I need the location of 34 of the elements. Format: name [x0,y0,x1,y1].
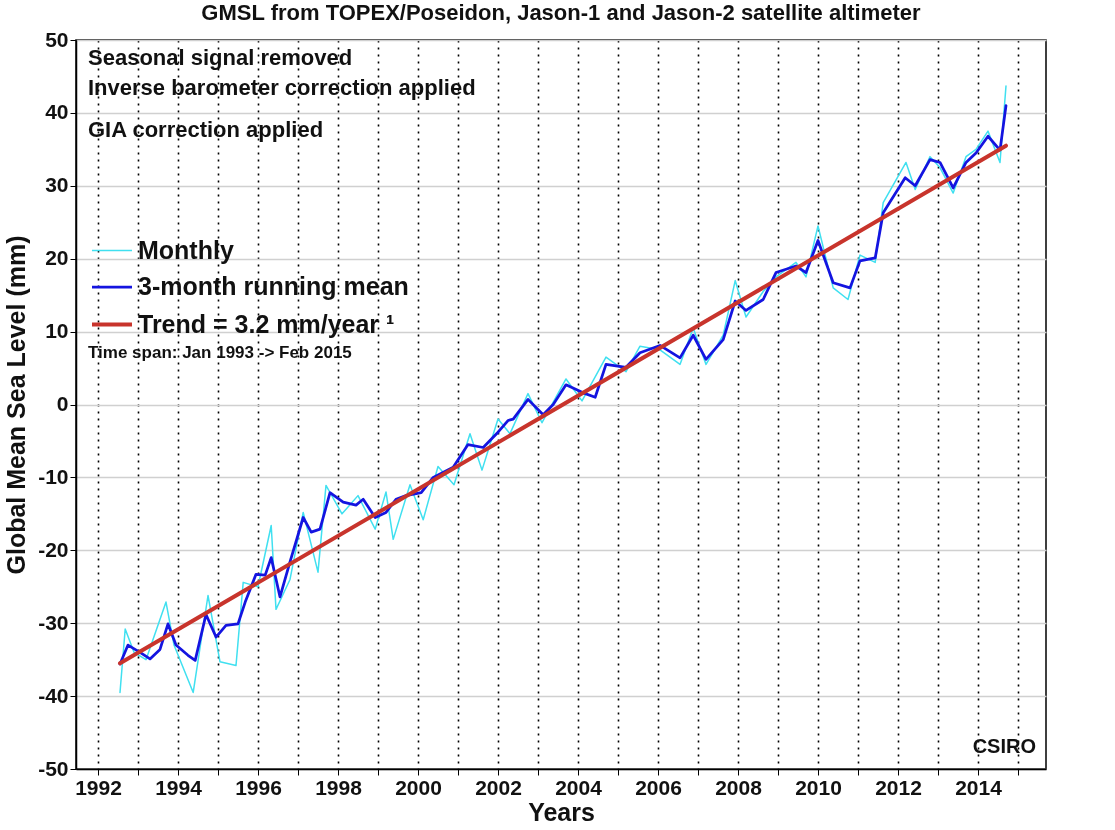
x-tick-label: 1994 [155,775,203,799]
y-tick-label: 20 [45,246,69,270]
y-tick-label: 10 [45,319,69,343]
x-tick-label: 2008 [715,775,763,799]
x-tick-label: 2006 [635,775,682,799]
x-tick-label: 2014 [955,775,1003,799]
x-tick-label: 2004 [555,775,603,799]
annotation: Seasonal signal removed [88,45,353,70]
y-axis-title: Global Mean Sea Level (mm) [2,235,31,575]
legend-label: Trend = 3.2 mm/year ¹ [138,309,395,338]
x-tick-label: 2010 [795,775,842,799]
x-axis-title: Years [528,797,595,826]
legend-label: 3-month running mean [138,272,409,301]
x-tick-label: 2000 [395,775,442,799]
x-tick-label: 1996 [235,775,282,799]
y-tick-label: 40 [45,100,69,124]
annotation: Inverse barometer correction applied [88,75,476,100]
y-tick-label: -10 [38,464,69,488]
y-tick-label: -20 [38,537,69,561]
x-tick-label: 1998 [315,775,363,799]
y-tick-label: 0 [56,392,69,415]
x-tick-label: 2012 [875,775,922,799]
annotation: GIA correction applied [88,117,324,142]
chart-title: GMSL from TOPEX/Poseidon, Jason-1 and Jason-2 satellite altimeter [201,0,922,25]
legend-label: Monthly [138,235,234,264]
y-tick-label: -50 [38,756,69,780]
y-tick-label: -40 [38,683,69,707]
y-tick-label: 30 [45,173,69,197]
x-tick-label: 1992 [75,775,122,799]
annotation: Time span: Jan 1993 -> Feb 2015 [88,343,352,363]
y-tick-label: 50 [45,27,69,51]
y-tick-label: -30 [38,610,69,634]
x-tick-label: 2002 [475,775,522,799]
annotation: CSIRO [972,735,1036,757]
